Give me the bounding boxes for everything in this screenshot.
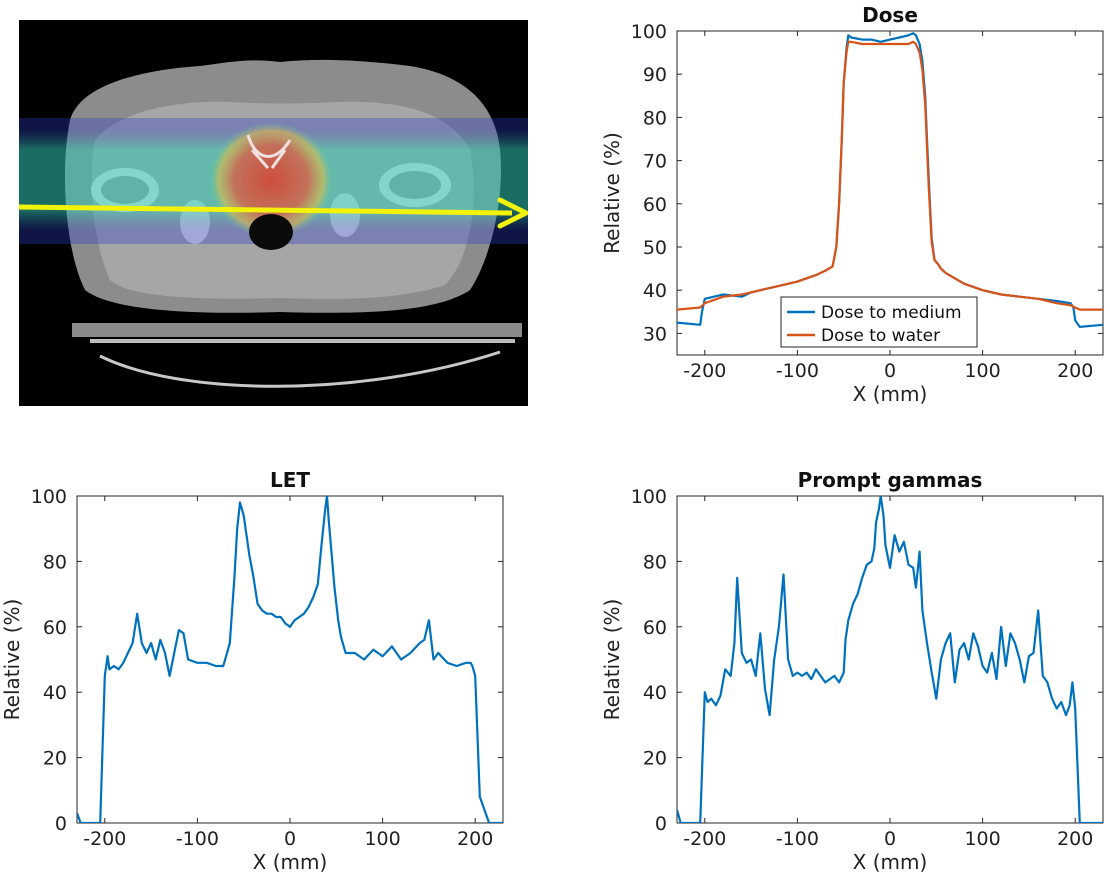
y-axis-label: Relative (%) xyxy=(600,599,624,721)
y-tick-label: 30 xyxy=(643,323,667,345)
y-tick-label: 80 xyxy=(643,551,667,573)
series-line-0 xyxy=(77,496,503,823)
y-tick-label: 40 xyxy=(43,682,67,704)
let-chart: LET -200 -100 0 100 200 0 20 40 60 80 100 X (mm) Rela… xyxy=(0,468,504,874)
y-tick-label: 60 xyxy=(43,617,67,639)
x-tick-label: 200 xyxy=(457,828,493,850)
x-tick-label: 100 xyxy=(964,360,1000,382)
y-tick-label: 20 xyxy=(643,748,667,770)
y-tick-label: 80 xyxy=(43,551,67,573)
y-tick-label: 50 xyxy=(643,237,667,259)
arrow-head-icon xyxy=(497,197,528,229)
y-tick-label: 80 xyxy=(643,107,667,129)
legend-box xyxy=(780,296,978,348)
x-tick-label: -200 xyxy=(83,828,126,850)
y-tick-label: 0 xyxy=(655,813,667,835)
series-line-1 xyxy=(677,40,1103,311)
y-tick-label: 100 xyxy=(31,486,67,508)
x-tick-label: -200 xyxy=(683,828,726,850)
x-tick-label: 0 xyxy=(284,828,296,850)
y-tick-label: 60 xyxy=(643,617,667,639)
profile-arrow-line xyxy=(19,204,513,216)
x-tick-label: 0 xyxy=(884,360,896,382)
y-tick-label: 20 xyxy=(43,748,67,770)
y-tick-label: 70 xyxy=(643,151,667,173)
legend-label: Dose to medium xyxy=(821,303,962,323)
x-axis-label: X (mm) xyxy=(853,850,928,874)
plot-area xyxy=(676,495,1104,824)
y-tick-label: 40 xyxy=(643,280,667,302)
x-tick-label: 100 xyxy=(964,828,1000,850)
prompt-gammas-chart: Prompt gammas -200 -100 0 100 200 0 20 40 60 80 100… xyxy=(600,468,1104,874)
chart-title: Prompt gammas xyxy=(798,468,983,492)
x-axis-label: X (mm) xyxy=(853,382,928,406)
dose-chart: Dose -200 -100 0 100 200 30 40 50 60 70 80 90 100 X (m… xyxy=(600,3,1104,406)
ct-pelvis-image xyxy=(19,20,528,406)
x-tick-label: -100 xyxy=(776,828,819,850)
x-tick-label: 200 xyxy=(1057,828,1093,850)
x-tick-label: 100 xyxy=(364,828,400,850)
y-axis-label: Relative (%) xyxy=(600,132,624,254)
legend-label: Dose to water xyxy=(821,326,940,346)
y-tick-label: 100 xyxy=(631,21,667,43)
x-axis-label: X (mm) xyxy=(253,850,328,874)
y-tick-label: 60 xyxy=(643,194,667,216)
x-tick-label: 0 xyxy=(884,828,896,850)
chart-title: Dose xyxy=(862,3,918,27)
y-tick-label: 0 xyxy=(55,813,67,835)
x-tick-label: -100 xyxy=(776,360,819,382)
x-tick-label: -200 xyxy=(683,360,726,382)
series-line-0 xyxy=(677,496,1103,823)
y-tick-label: 100 xyxy=(631,486,667,508)
x-tick-label: 200 xyxy=(1057,360,1093,382)
y-tick-label: 40 xyxy=(643,682,667,704)
y-tick-label: 90 xyxy=(643,64,667,86)
y-axis-label: Relative (%) xyxy=(0,599,24,721)
x-tick-label: -100 xyxy=(176,828,219,850)
chart-title: LET xyxy=(270,468,310,492)
plot-area xyxy=(76,495,504,824)
